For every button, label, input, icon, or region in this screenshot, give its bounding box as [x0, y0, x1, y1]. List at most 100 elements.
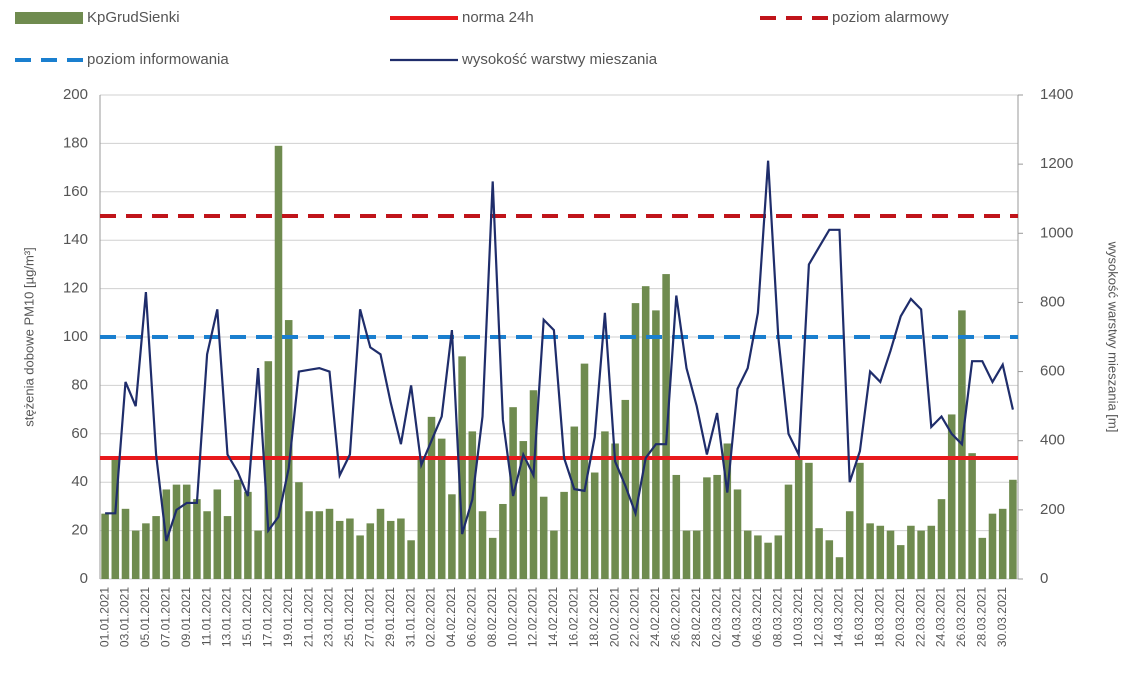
- x-tick-label: 21.01.2021: [301, 587, 315, 647]
- y-tick-label: 120: [63, 280, 88, 297]
- bar: [978, 537, 987, 579]
- bar: [417, 458, 426, 579]
- x-tick-label: 06.02.2021: [464, 587, 478, 647]
- bar: [631, 303, 640, 579]
- x-tick-label: 13.01.2021: [220, 587, 234, 647]
- bar: [223, 516, 232, 579]
- bar: [315, 511, 324, 579]
- legend-label: norma 24h: [462, 9, 534, 26]
- y2-axis-label: wysokość warstwy mieszania [m]: [1106, 241, 1121, 433]
- x-tick-label: 08.03.2021: [770, 587, 784, 647]
- bar: [386, 520, 395, 579]
- bar: [172, 484, 181, 579]
- bar: [764, 542, 772, 579]
- bar: [529, 390, 538, 579]
- x-tick-label: 08.02.2021: [485, 587, 499, 647]
- bar: [213, 489, 222, 579]
- bar: [539, 496, 548, 579]
- bar: [988, 513, 997, 579]
- bar: [968, 453, 976, 579]
- y2-tick-label: 400: [1040, 432, 1065, 449]
- bar: [743, 530, 752, 579]
- y2-tick-label: 200: [1040, 501, 1065, 518]
- x-tick-label: 25.01.2021: [342, 587, 356, 647]
- x-tick-label: 02.03.2021: [709, 587, 723, 647]
- bar: [193, 499, 201, 579]
- y2-tick-label: 1200: [1040, 155, 1073, 172]
- bar: [723, 443, 732, 579]
- x-tick-label: 18.03.2021: [872, 587, 886, 647]
- bar: [376, 508, 385, 579]
- y2-tick-label: 0: [1040, 570, 1048, 587]
- y2-tick-label: 1400: [1040, 86, 1073, 103]
- x-tick-label: 10.02.2021: [505, 587, 519, 647]
- x-tick-label: 31.01.2021: [403, 587, 417, 647]
- bar: [233, 479, 242, 579]
- bar: [131, 530, 140, 579]
- bar: [713, 474, 721, 579]
- bar: [805, 462, 813, 579]
- bar: [478, 511, 487, 579]
- x-tick-label: 11.01.2021: [199, 587, 213, 646]
- bar: [488, 537, 497, 579]
- y-tick-label: 200: [63, 86, 88, 103]
- legend-label: KpGrudSienki: [87, 9, 180, 26]
- legend-label: poziom alarmowy: [832, 9, 949, 26]
- x-tick-label: 29.01.2021: [383, 587, 397, 647]
- bar: [601, 431, 609, 579]
- x-tick-label: 28.02.2021: [689, 587, 703, 647]
- bar: [866, 523, 874, 579]
- bar: [101, 513, 109, 579]
- bar: [121, 508, 130, 579]
- bar: [917, 530, 925, 579]
- bar: [703, 477, 711, 579]
- line: [105, 160, 1014, 542]
- x-tick-label: 26.02.2021: [668, 587, 682, 647]
- x-tick-label: 04.02.2021: [444, 587, 458, 647]
- bar: [244, 491, 252, 579]
- bar: [692, 530, 701, 579]
- bar: [896, 545, 905, 579]
- legend-swatch: [15, 12, 83, 24]
- x-tick-label: 22.02.2021: [628, 587, 642, 647]
- x-tick-label: 20.03.2021: [893, 587, 907, 647]
- bar: [794, 458, 803, 579]
- bar: [825, 540, 834, 579]
- x-tick-label: 02.02.2021: [424, 587, 438, 647]
- y-tick-label: 60: [71, 425, 88, 442]
- bar: [295, 482, 303, 579]
- x-tick-label: 24.02.2021: [648, 587, 662, 647]
- legend-label: wysokość warstwy mieszania: [461, 51, 658, 68]
- bar: [142, 523, 150, 579]
- bar: [856, 462, 864, 579]
- y-tick-label: 0: [80, 570, 88, 587]
- y-tick-label: 160: [63, 183, 88, 200]
- x-tick-label: 28.03.2021: [974, 587, 988, 647]
- y-tick-label: 140: [63, 231, 88, 248]
- x-tick-label: 14.03.2021: [832, 587, 846, 647]
- bar: [325, 508, 334, 579]
- x-tick-label: 05.01.2021: [138, 587, 152, 647]
- bar: [458, 356, 466, 579]
- bar: [335, 520, 344, 579]
- bar: [662, 274, 670, 579]
- bar: [733, 489, 742, 579]
- bar: [927, 525, 936, 579]
- bar: [641, 286, 650, 579]
- bar: [998, 508, 1007, 579]
- bar: [1009, 479, 1017, 579]
- x-tick-label: 22.03.2021: [913, 587, 927, 647]
- y2-tick-label: 1000: [1040, 224, 1073, 241]
- bar: [468, 431, 477, 579]
- y-tick-label: 80: [71, 376, 88, 393]
- bar: [111, 458, 120, 579]
- bar: [937, 499, 946, 579]
- y-axis-label: stężenia dobowe PM10 [µg/m³]: [21, 247, 36, 426]
- bar: [560, 491, 568, 579]
- bar: [682, 530, 691, 579]
- x-tick-label: 19.01.2021: [281, 587, 295, 647]
- bar: [356, 535, 364, 579]
- x-tick-label: 03.01.2021: [118, 587, 132, 647]
- x-tick-label: 16.02.2021: [566, 587, 580, 647]
- bar: [886, 530, 895, 579]
